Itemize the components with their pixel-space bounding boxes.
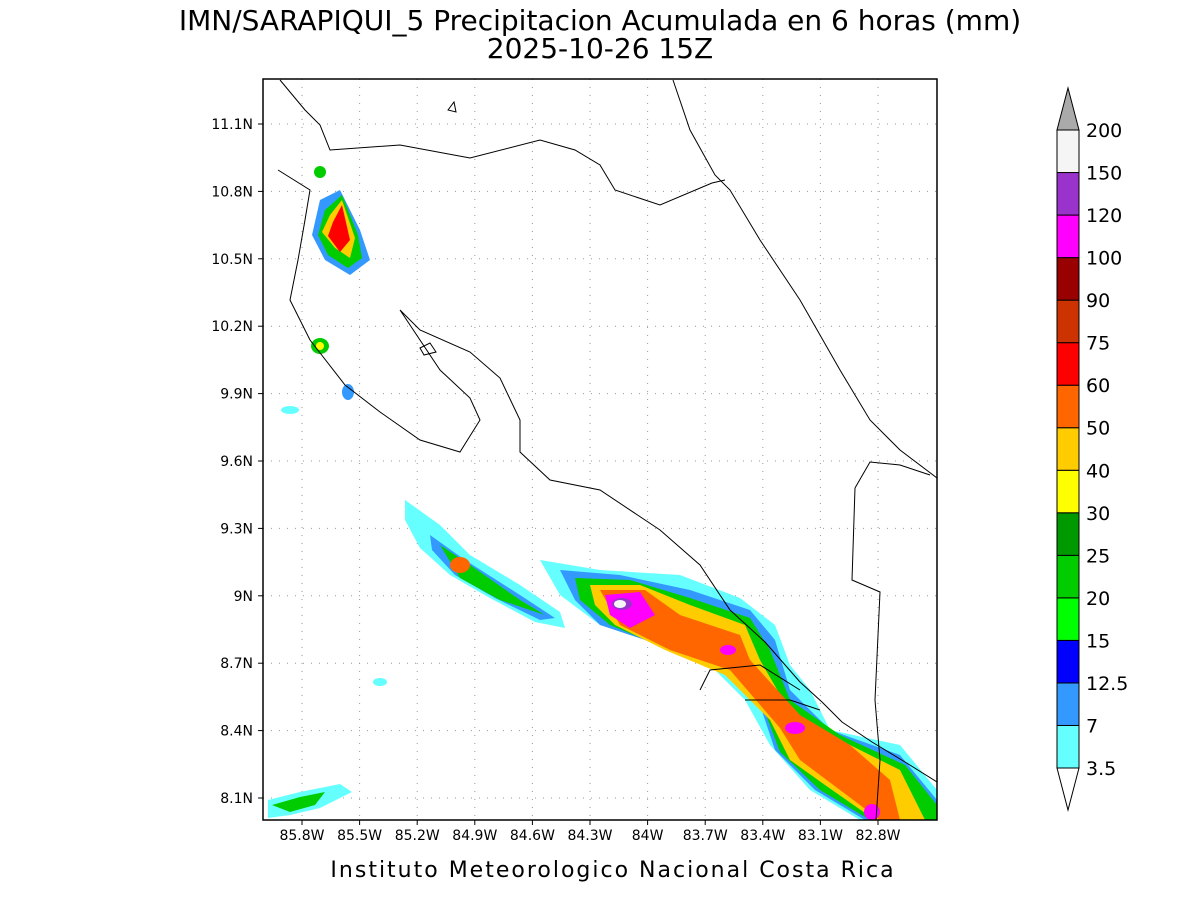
lon-label: 84.3W bbox=[567, 828, 612, 844]
colorbar-box bbox=[1056, 427, 1080, 471]
colorbar-label: 50 bbox=[1086, 418, 1110, 440]
lon-label: 84.9W bbox=[452, 828, 497, 844]
colorbar-box bbox=[1056, 299, 1080, 344]
colorbar-box bbox=[1056, 342, 1080, 386]
grid bbox=[263, 79, 937, 820]
lat-label: 10.8N bbox=[211, 184, 253, 200]
subtitle: 2025-10-26 15Z bbox=[487, 32, 713, 65]
colorbar-label: 90 bbox=[1086, 290, 1110, 312]
lat-label: 8.7N bbox=[220, 656, 253, 672]
colorbar-label: 200 bbox=[1086, 120, 1122, 142]
colorbar-label: 150 bbox=[1086, 163, 1122, 185]
colorbar-label: 25 bbox=[1086, 545, 1110, 567]
colorbar-box bbox=[1056, 129, 1080, 174]
lon-label: 83.7W bbox=[683, 828, 728, 844]
colorbar-box bbox=[1056, 384, 1080, 429]
colorbar-box bbox=[1056, 682, 1080, 726]
lat-label: 10.5N bbox=[211, 252, 253, 268]
colorbar-box bbox=[1056, 469, 1080, 514]
rain bbox=[268, 166, 937, 820]
colorbar-label: 20 bbox=[1086, 588, 1110, 610]
footer: Instituto Meteorologico Nacional Costa R… bbox=[330, 858, 895, 883]
colorbar-box bbox=[1056, 512, 1080, 556]
lat-label: 10.2N bbox=[211, 319, 253, 335]
coastlines bbox=[277, 79, 937, 820]
map bbox=[268, 79, 937, 820]
colorbar-label: 12.5 bbox=[1086, 673, 1128, 695]
title: IMN/SARAPIQUI_5 Precipitacion Acumulada … bbox=[179, 4, 1021, 37]
map-frame bbox=[262, 78, 938, 821]
colorbar-box bbox=[1056, 724, 1080, 769]
lat-label: 8.1N bbox=[220, 791, 253, 807]
colorbar-label: 7 bbox=[1086, 715, 1098, 737]
lon-label: 82.8W bbox=[855, 828, 900, 844]
colorbar-box bbox=[1056, 597, 1080, 641]
lat-label: 11.1N bbox=[211, 117, 253, 133]
colorbar-label: 60 bbox=[1086, 375, 1110, 397]
colorbar-label: 40 bbox=[1086, 460, 1110, 482]
lon-label: 85.8W bbox=[279, 828, 324, 844]
lon-label: 85.2W bbox=[395, 828, 440, 844]
colorbar-label: 75 bbox=[1086, 333, 1110, 355]
lon-label: 85.5W bbox=[337, 828, 382, 844]
colorbar: 3.5 7 12.5 15 20 25 30 40 50 60 75 90 100 120 150 200 bbox=[1056, 86, 1128, 812]
lon-label: 83.4W bbox=[740, 828, 785, 844]
colorbar-box bbox=[1056, 172, 1080, 216]
colorbar-label: 30 bbox=[1086, 503, 1110, 525]
colorbar-box bbox=[1056, 639, 1080, 684]
lat-label: 9.9N bbox=[220, 387, 253, 403]
colorbar-label: 100 bbox=[1086, 248, 1122, 270]
lat-label: 9N bbox=[234, 589, 253, 605]
colorbar-box bbox=[1056, 257, 1080, 301]
colorbar-label: 3.5 bbox=[1086, 758, 1116, 780]
lat-label: 9.3N bbox=[220, 521, 253, 537]
lon-label: 84W bbox=[632, 828, 664, 844]
colorbar-box bbox=[1056, 214, 1080, 259]
lat-label: 9.6N bbox=[220, 454, 253, 470]
lon-label: 83.1W bbox=[798, 828, 843, 844]
lat-label: 8.4N bbox=[220, 724, 253, 740]
axes: 11.1N 10.8N 10.5N 10.2N 9.9N 9.6N 9.3N 9N 8.7N 8.… bbox=[211, 117, 900, 844]
lon-label: 84.6W bbox=[510, 828, 555, 844]
colorbar-label: 120 bbox=[1086, 205, 1122, 227]
colorbar-box bbox=[1056, 554, 1080, 599]
colorbar-label: 15 bbox=[1086, 630, 1110, 652]
